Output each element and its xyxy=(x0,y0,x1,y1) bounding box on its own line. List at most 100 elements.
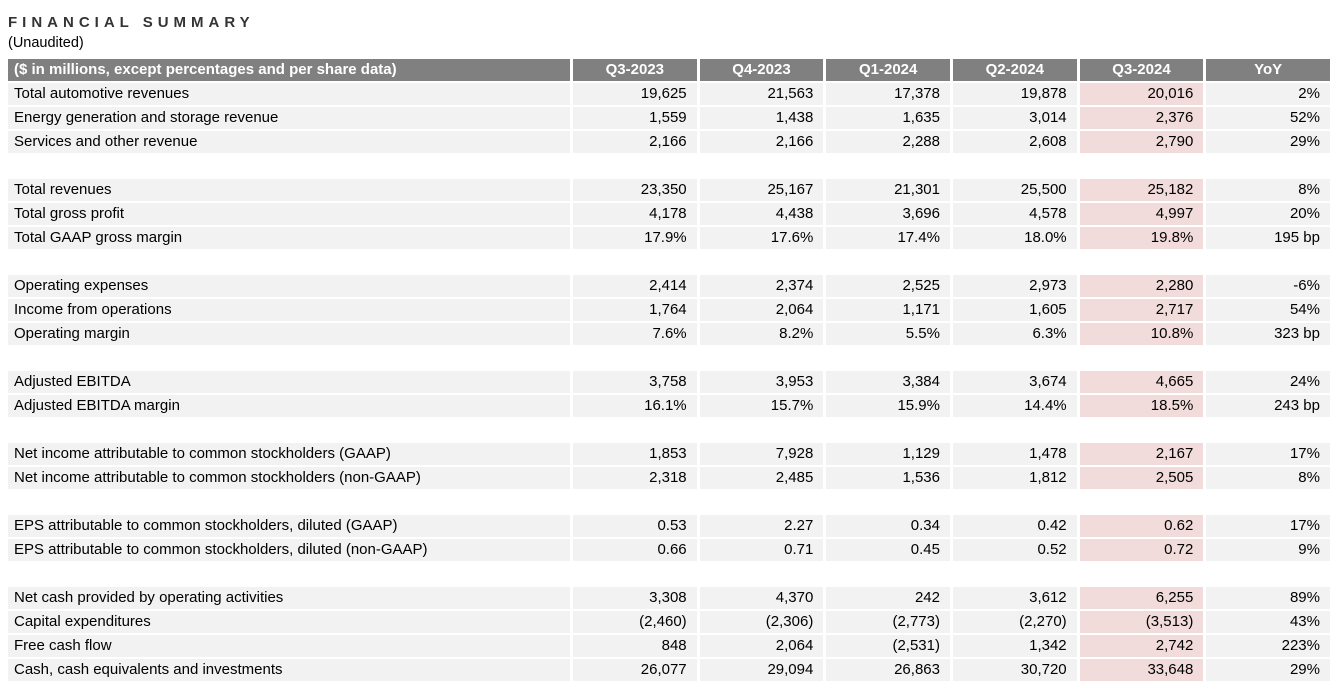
value-cell: 30,720 xyxy=(952,659,1077,681)
value-cell: 29% xyxy=(1206,131,1330,153)
section-gap xyxy=(8,155,1330,177)
row-label: Net income attributable to common stockh… xyxy=(8,467,570,489)
table-row: Operating margin 7.6% 8.2% 5.5% 6.3% 10.8% 323… xyxy=(8,323,1330,345)
page-subtitle: (Unaudited) xyxy=(8,35,84,51)
table-row: Net income attributable to common stockh… xyxy=(8,443,1330,465)
value-cell: 3,014 xyxy=(952,107,1077,129)
value-cell: (2,306) xyxy=(699,611,824,633)
value-cell: 29,094 xyxy=(699,659,824,681)
value-cell-highlight: 0.72 xyxy=(1079,539,1204,561)
value-cell: 1,559 xyxy=(573,107,697,129)
value-cell: 26,077 xyxy=(573,659,697,681)
value-cell-highlight: 2,505 xyxy=(1079,467,1204,489)
value-cell-highlight: 18.5% xyxy=(1079,395,1204,417)
value-cell-highlight: 2,717 xyxy=(1079,299,1204,321)
value-cell: 3,674 xyxy=(952,371,1077,393)
table-row: Total revenues 23,350 25,167 21,301 25,500 25… xyxy=(8,179,1330,201)
value-cell: 6.3% xyxy=(952,323,1077,345)
value-cell: 3,758 xyxy=(573,371,697,393)
value-cell: 7,928 xyxy=(699,443,824,465)
value-cell-highlight: 19.8% xyxy=(1079,227,1204,249)
section-gap xyxy=(8,419,1330,441)
value-cell: 2,166 xyxy=(573,131,697,153)
section-gap xyxy=(8,251,1330,273)
row-label: Adjusted EBITDA xyxy=(8,371,570,393)
value-cell: 2,485 xyxy=(699,467,824,489)
value-cell: 19,878 xyxy=(952,83,1077,105)
value-cell: 0.53 xyxy=(573,515,697,537)
column-header-q3-2024: Q3-2024 xyxy=(1079,59,1204,81)
column-header-q3-2023: Q3-2023 xyxy=(573,59,697,81)
value-cell: 1,438 xyxy=(699,107,824,129)
value-cell: 2,318 xyxy=(573,467,697,489)
table-row: Net income attributable to common stockh… xyxy=(8,467,1330,489)
value-cell: 2,374 xyxy=(699,275,824,297)
row-label: Adjusted EBITDA margin xyxy=(8,395,570,417)
value-cell: 242 xyxy=(826,587,950,609)
value-cell: 4,370 xyxy=(699,587,824,609)
row-label: Operating margin xyxy=(8,323,570,345)
section-gap xyxy=(8,347,1330,369)
table-row: Total GAAP gross margin 17.9% 17.6% 17.4% 18… xyxy=(8,227,1330,249)
value-cell: 17,378 xyxy=(826,83,950,105)
value-cell: 20% xyxy=(1206,203,1330,225)
value-cell: 19,625 xyxy=(573,83,697,105)
table-row: Energy generation and storage revenue 1,5… xyxy=(8,107,1330,129)
value-cell-highlight: 2,742 xyxy=(1079,635,1204,657)
value-cell: 4,438 xyxy=(699,203,824,225)
value-cell: 0.42 xyxy=(952,515,1077,537)
value-cell: 1,853 xyxy=(573,443,697,465)
value-cell: 5.5% xyxy=(826,323,950,345)
column-header-q1-2024: Q1-2024 xyxy=(826,59,950,81)
value-cell: 2,414 xyxy=(573,275,697,297)
value-cell-highlight: 6,255 xyxy=(1079,587,1204,609)
row-label: Net cash provided by operating activitie… xyxy=(8,587,570,609)
table-row: Capital expenditures (2,460) (2,306) (2,773… xyxy=(8,611,1330,633)
value-cell: 26,863 xyxy=(826,659,950,681)
value-cell: (2,531) xyxy=(826,635,950,657)
value-cell: 17.6% xyxy=(699,227,824,249)
value-cell: 8% xyxy=(1206,467,1330,489)
value-cell: 0.66 xyxy=(573,539,697,561)
table-row: Services and other revenue 2,166 2,166 2,28… xyxy=(8,131,1330,153)
table-row: Adjusted EBITDA margin 16.1% 15.7% 15.9% 14.… xyxy=(8,395,1330,417)
value-cell: 23,350 xyxy=(573,179,697,201)
value-cell: 17.9% xyxy=(573,227,697,249)
value-cell: 16.1% xyxy=(573,395,697,417)
value-cell: 1,635 xyxy=(826,107,950,129)
value-cell: 15.9% xyxy=(826,395,950,417)
section-gap xyxy=(8,563,1330,585)
row-label: Energy generation and storage revenue xyxy=(8,107,570,129)
value-cell: 8% xyxy=(1206,179,1330,201)
value-cell: (2,460) xyxy=(573,611,697,633)
table-row: Adjusted EBITDA 3,758 3,953 3,384 3,674 4,665… xyxy=(8,371,1330,393)
value-cell: 21,301 xyxy=(826,179,950,201)
value-cell: 3,384 xyxy=(826,371,950,393)
table-header-row: ($ in millions, except percentages and p… xyxy=(8,59,1330,81)
value-cell: 24% xyxy=(1206,371,1330,393)
value-cell: 1,129 xyxy=(826,443,950,465)
value-cell: 4,578 xyxy=(952,203,1077,225)
value-cell-highlight: 2,167 xyxy=(1079,443,1204,465)
value-cell: 15.7% xyxy=(699,395,824,417)
page-title: FINANCIAL SUMMARY xyxy=(8,14,255,31)
column-header-q2-2024: Q2-2024 xyxy=(952,59,1077,81)
value-cell: 17% xyxy=(1206,515,1330,537)
table-row: Operating expenses 2,414 2,374 2,525 2,973 2,… xyxy=(8,275,1330,297)
column-header-q4-2023: Q4-2023 xyxy=(699,59,824,81)
section-gap xyxy=(8,491,1330,513)
value-cell: 2,166 xyxy=(699,131,824,153)
value-cell: 0.34 xyxy=(826,515,950,537)
value-cell: 2.27 xyxy=(699,515,824,537)
value-cell: 43% xyxy=(1206,611,1330,633)
table-header-label: ($ in millions, except percentages and p… xyxy=(8,59,570,81)
value-cell: 4,178 xyxy=(573,203,697,225)
row-label: Services and other revenue xyxy=(8,131,570,153)
value-cell: 2,608 xyxy=(952,131,1077,153)
row-label: Operating expenses xyxy=(8,275,570,297)
financial-summary-table: ($ in millions, except percentages and p… xyxy=(8,59,1330,681)
value-cell: 17% xyxy=(1206,443,1330,465)
row-label: EPS attributable to common stockholders,… xyxy=(8,515,570,537)
table-row: Cash, cash equivalents and investments 26… xyxy=(8,659,1330,681)
